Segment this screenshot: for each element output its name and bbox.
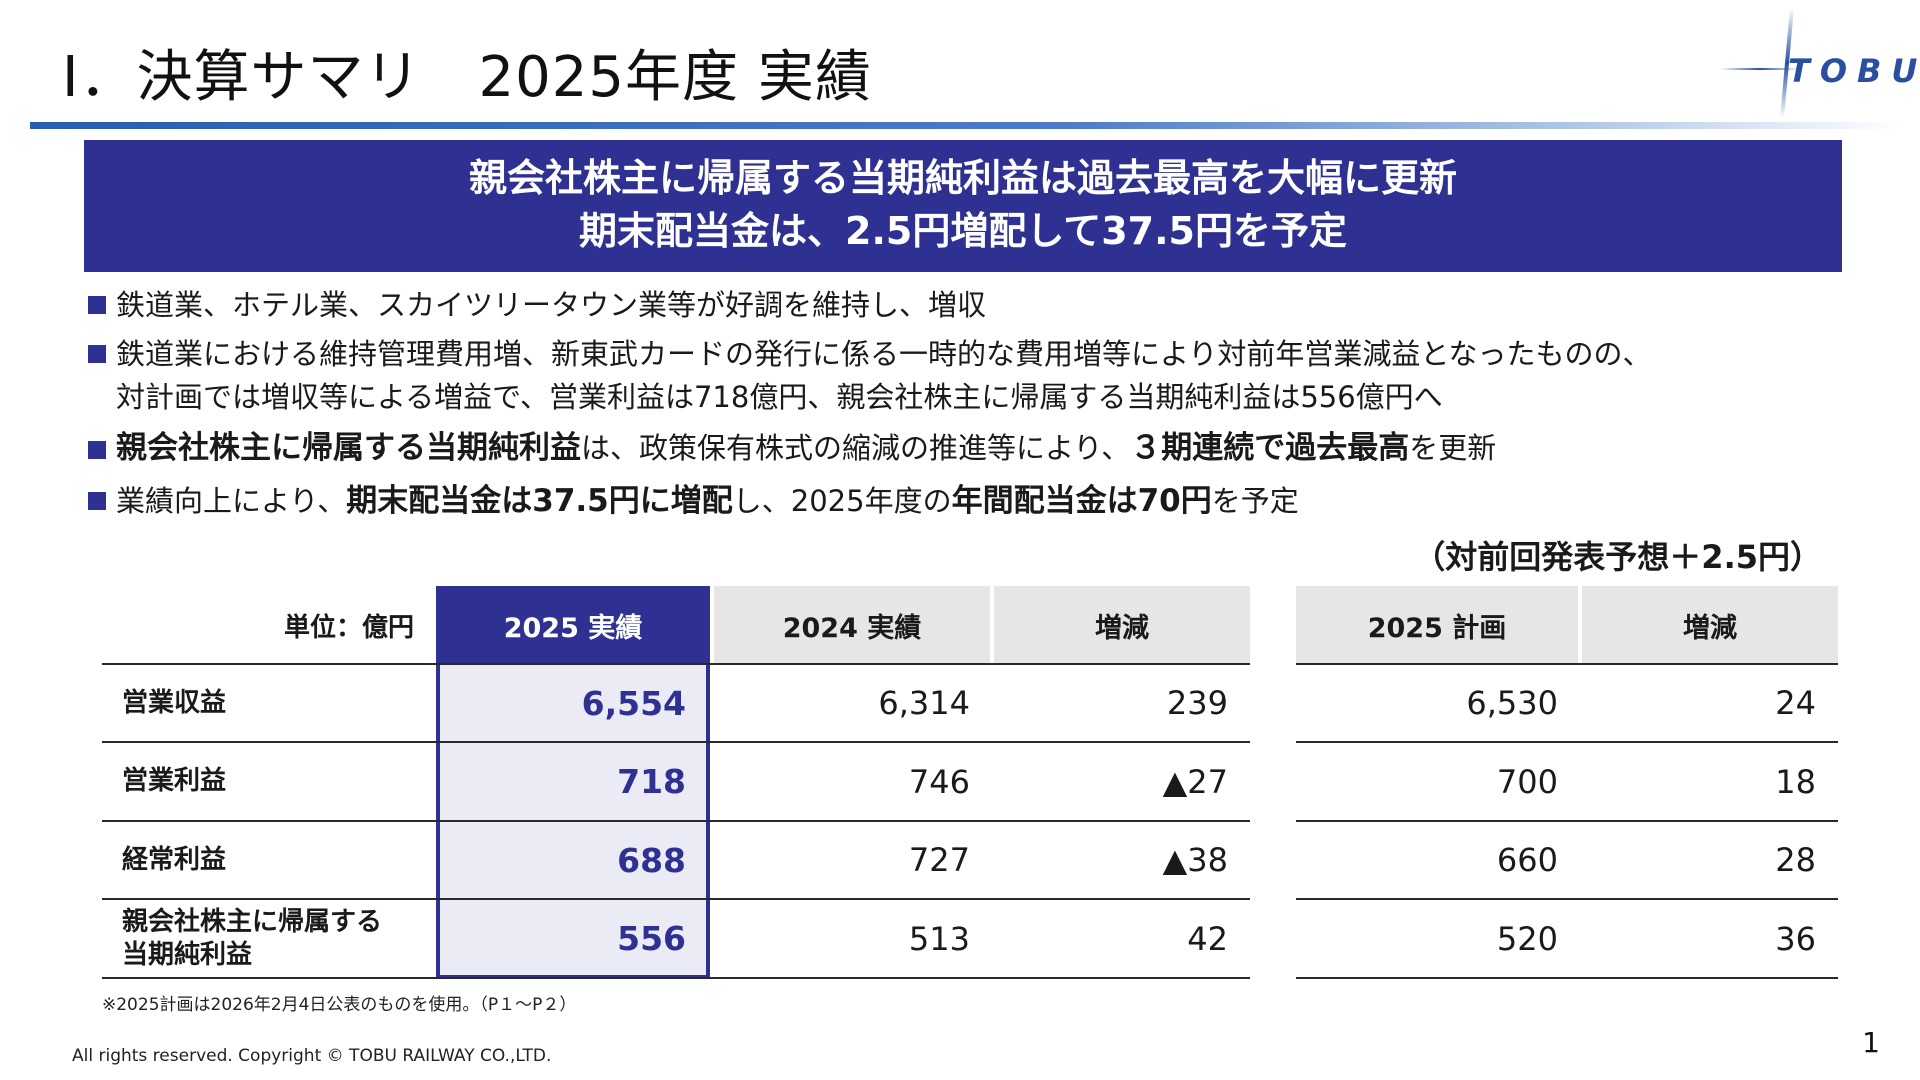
cell-plan-2025: 700 — [1496, 762, 1558, 801]
row-label-ordinary-profit: 経常利益 — [122, 844, 227, 875]
summary-bullets: 鉄道業、ホテル業、スカイツリータウン業等が好調を維持し、増収 鉄道業における維持… — [86, 284, 1866, 523]
cell-change-plan: 36 — [1775, 919, 1816, 958]
cell-change-yoy: 42 — [1187, 919, 1228, 958]
cell-actual-2025: 556 — [617, 919, 686, 958]
square-bullet-icon — [88, 296, 106, 314]
copyright-text: All rights reserved. Copyright © TOBU RA… — [72, 1046, 552, 1066]
table-unit-label: 単位：億円 — [283, 612, 414, 643]
row-divider — [1296, 741, 1838, 743]
cell-plan-2025: 520 — [1496, 919, 1558, 958]
dividend-note: （対前回発表予想＋2.5円） — [1413, 538, 1822, 576]
row-divider — [102, 663, 1250, 665]
header-change-yoy: 増減 — [994, 586, 1250, 664]
cell-plan-2025: 6,530 — [1466, 684, 1558, 722]
row-divider — [102, 820, 1250, 822]
bullet-item: 親会社株主に帰属する当期純利益は、政策保有株式の縮減の推進等により、３期連続で過… — [86, 427, 1866, 470]
row-divider — [1296, 977, 1838, 979]
header-actual-2024: 2024 実績 — [714, 586, 990, 664]
cell-actual-2025: 718 — [617, 762, 686, 801]
row-divider — [1296, 663, 1838, 665]
header-change-plan: 増減 — [1582, 586, 1838, 664]
header-plan-2025: 2025 計画 — [1296, 586, 1578, 664]
row-label-operating-profit: 営業利益 — [122, 766, 227, 796]
cell-actual-2025: 688 — [617, 840, 686, 880]
cell-actual-2025: 6,554 — [581, 683, 686, 723]
bullet-item: 業績向上により、期末配当金は37.5円に増配し、2025年度の年間配当金は70円… — [86, 480, 1866, 523]
row-label-net-income: 親会社株主に帰属する 当期純利益 — [122, 906, 383, 970]
logo-text: TOBU — [1788, 52, 1920, 90]
cell-change-plan: 24 — [1775, 684, 1816, 722]
headline-banner: 親会社株主に帰属する当期純利益は過去最高を大幅に更新 期末配当金は、2.5円増配… — [84, 140, 1842, 272]
page-number: 1 — [1862, 1026, 1880, 1059]
title-divider — [30, 122, 1900, 129]
square-bullet-icon — [88, 441, 106, 459]
square-bullet-icon — [88, 492, 106, 510]
cell-change-yoy: ▲27 — [1162, 762, 1228, 801]
row-divider — [102, 741, 1250, 743]
slide-title: Ⅰ．決算サマリ 2025年度 実績 — [62, 45, 872, 110]
table-footnote: ※2025計画は2026年2月4日公表のものを使用。（P１～P２） — [102, 995, 577, 1015]
row-divider — [1296, 898, 1838, 900]
bullet-item: 鉄道業における維持管理費用増、新東武カードの発行に係る一時的な費用増等により対前… — [86, 333, 1866, 419]
row-divider — [1296, 820, 1838, 822]
cell-actual-2024: 746 — [908, 762, 970, 801]
cell-change-yoy: ▲38 — [1162, 841, 1228, 879]
row-label-revenue: 営業収益 — [122, 687, 227, 718]
cell-change-plan: 28 — [1775, 841, 1816, 879]
cell-actual-2024: 727 — [908, 841, 970, 879]
row-divider — [102, 898, 1250, 900]
cell-change-yoy: 239 — [1166, 684, 1228, 722]
cell-actual-2024: 513 — [908, 919, 970, 958]
cell-plan-2025: 660 — [1496, 841, 1558, 879]
tobu-logo-icon — [1720, 8, 1800, 118]
header-actual-2025: 2025 実績 — [436, 586, 710, 664]
tobu-logo: TOBU — [1720, 8, 1917, 118]
square-bullet-icon — [88, 345, 106, 363]
cell-actual-2024: 6,314 — [878, 684, 970, 722]
row-divider — [102, 977, 1250, 979]
headline-line-1: 親会社株主に帰属する当期純利益は過去最高を大幅に更新 — [468, 156, 1457, 200]
headline-line-2: 期末配当金は、2.5円増配して37.5円を予定 — [579, 209, 1347, 253]
cell-change-plan: 18 — [1775, 762, 1816, 801]
bullet-item: 鉄道業、ホテル業、スカイツリータウン業等が好調を維持し、増収 — [86, 284, 1866, 327]
